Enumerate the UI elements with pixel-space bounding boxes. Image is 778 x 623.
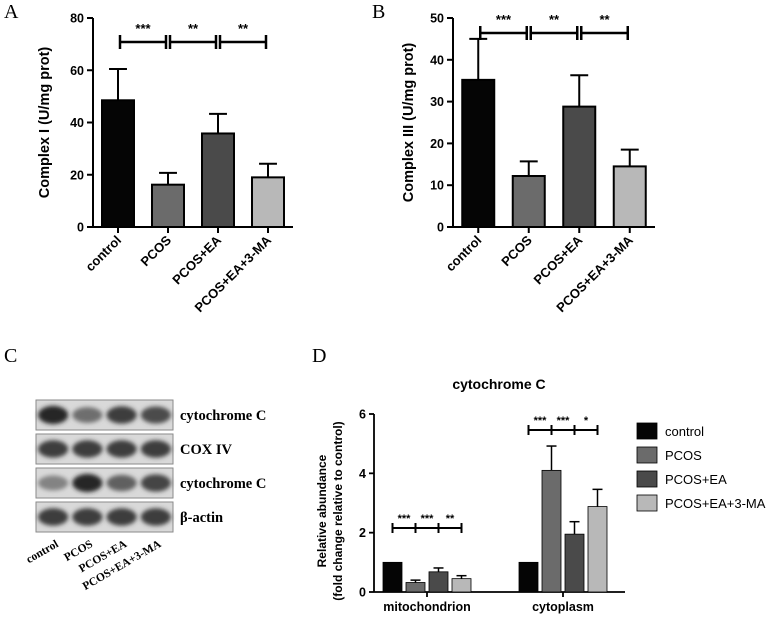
bar <box>201 132 235 228</box>
significance-label: ** <box>188 21 199 36</box>
bar <box>564 533 585 593</box>
panel-letter-b: B <box>372 1 385 23</box>
y-tick-label: 0 <box>359 586 366 600</box>
bar <box>101 99 135 228</box>
blot-row-label: cytochrome C <box>180 408 266 424</box>
blot-band <box>106 406 137 424</box>
significance-label: ** <box>549 12 560 27</box>
y-tick-label: 0 <box>77 221 84 235</box>
legend-swatch <box>636 470 658 488</box>
y-tick-label: 20 <box>430 137 444 151</box>
legend-label: PCOS+EA+3-MA <box>665 496 766 511</box>
blot-row-label: cytochrome C <box>180 476 266 492</box>
y-axis-label: (fold change relative to control) <box>331 421 345 600</box>
chart-d-cytochrome-c: cytochrome C 0 2 4 6 Relative abundance (fold … <box>315 376 766 614</box>
panel-letter-a: A <box>4 1 19 23</box>
y-axis-label: Complex I (U/mg prot) <box>37 47 53 199</box>
legend-swatch <box>636 494 658 512</box>
x-group-label: mitochondrion <box>383 600 471 614</box>
blot-row-label: β-actin <box>180 510 223 526</box>
y-tick-label: 0 <box>437 221 444 235</box>
bar <box>612 165 647 228</box>
y-axis-label: Relative abundance <box>315 454 329 567</box>
western-blot-panel: cytochrome C COX IV cytochrome C β-actin con… <box>24 399 266 593</box>
y-axis-label: Complex III (U/mg prot) <box>401 43 417 203</box>
blot-band <box>72 440 103 458</box>
panel-letter-d: D <box>312 345 326 367</box>
legend-swatch <box>636 446 658 464</box>
x-tick-label: PCOS <box>498 232 535 269</box>
bar <box>587 506 608 593</box>
y-tick-label: 4 <box>359 467 366 481</box>
blot-band <box>72 407 103 423</box>
bar <box>382 561 403 593</box>
blot-band <box>106 440 137 458</box>
significance-label: *** <box>557 415 571 427</box>
legend-swatch <box>636 422 658 440</box>
y-tick-label: 40 <box>70 116 84 130</box>
bar <box>428 571 449 593</box>
bar <box>461 78 496 228</box>
blot-band <box>140 440 171 458</box>
bar <box>451 578 472 593</box>
blot-band <box>72 508 103 526</box>
blot-band <box>38 508 69 526</box>
y-tick-label: 20 <box>70 168 84 182</box>
significance-label: *** <box>534 415 548 427</box>
y-tick-label: 2 <box>359 526 366 540</box>
y-tick-label: 40 <box>430 53 444 67</box>
blot-band <box>106 508 137 526</box>
legend-label: PCOS <box>665 448 702 463</box>
legend-label: PCOS+EA <box>665 472 727 487</box>
chart-b-complex-iii: 0 10 20 30 40 50 Complex III (U/mg prot) contro… <box>401 12 655 315</box>
x-tick-label: control <box>443 233 485 275</box>
significance-label: *** <box>135 21 151 36</box>
y-tick-label: 6 <box>359 408 366 422</box>
x-tick-label: PCOS <box>137 232 174 269</box>
significance-label: ** <box>599 12 610 27</box>
bar <box>151 183 185 229</box>
blot-band <box>38 440 69 458</box>
y-tick-label: 80 <box>70 12 84 26</box>
chart-title: cytochrome C <box>452 376 545 392</box>
y-tick-label: 60 <box>70 64 84 78</box>
blot-lane-label: control <box>24 538 60 566</box>
blot-row-label: COX IV <box>180 442 232 458</box>
y-tick-label: 50 <box>430 12 444 26</box>
blot-band <box>140 474 171 492</box>
significance-label: * <box>584 415 589 427</box>
x-group-label: cytoplasm <box>532 600 594 614</box>
x-tick-label: control <box>82 233 124 275</box>
blot-band <box>38 475 69 491</box>
blot-band <box>38 405 69 425</box>
bar <box>562 105 597 228</box>
bar <box>511 175 546 228</box>
significance-label: *** <box>496 12 512 27</box>
blot-band <box>106 474 137 492</box>
significance-label: ** <box>446 513 455 525</box>
blot-band <box>140 406 171 424</box>
blot-band <box>140 508 171 526</box>
bar <box>405 582 426 593</box>
blot-band <box>72 473 103 493</box>
bar <box>251 176 285 229</box>
y-tick-label: 10 <box>430 179 444 193</box>
chart-a-complex-i: 0 20 40 60 80 Complex I (U/mg prot) control PCO… <box>37 12 293 315</box>
significance-label: *** <box>421 513 435 525</box>
y-tick-label: 30 <box>430 95 444 109</box>
bar <box>541 469 562 593</box>
legend-label: control <box>665 424 704 439</box>
significance-label: *** <box>398 513 412 525</box>
significance-label: ** <box>238 21 249 36</box>
bar <box>518 561 539 593</box>
panel-letter-c: C <box>4 345 17 367</box>
